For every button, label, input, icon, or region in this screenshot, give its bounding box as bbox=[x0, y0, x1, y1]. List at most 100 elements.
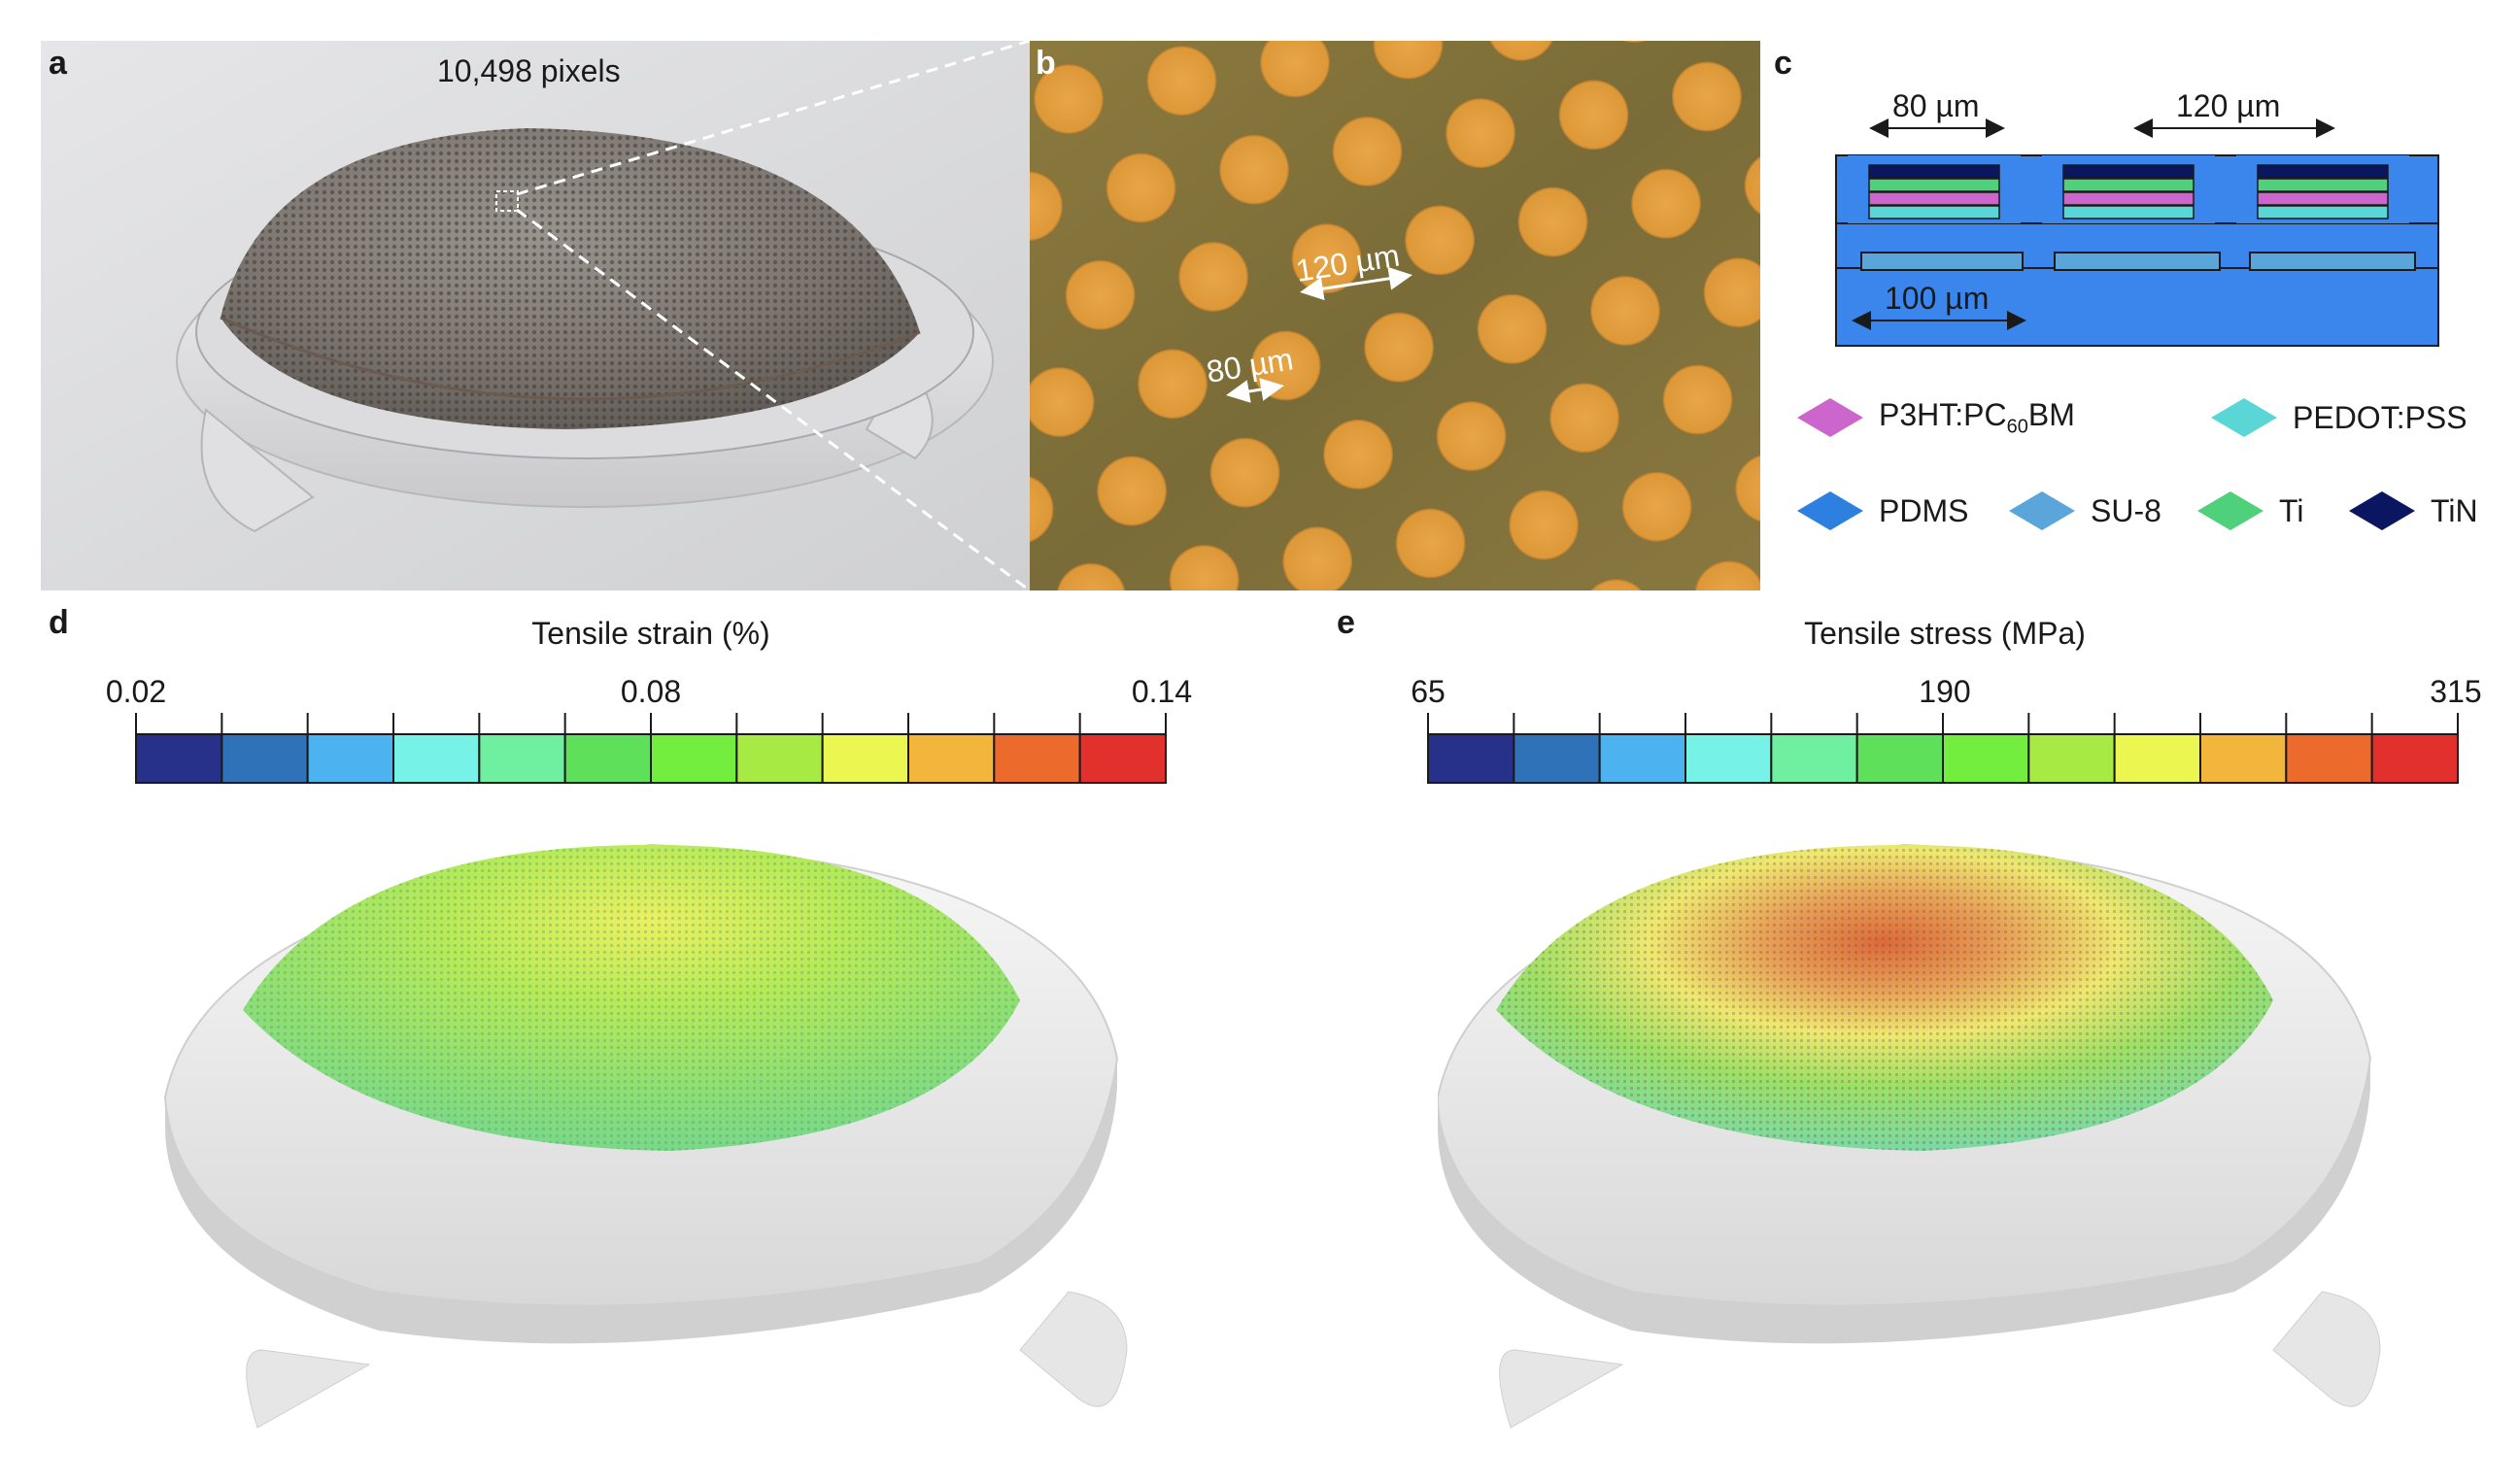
strain-tick-min: 0.02 bbox=[105, 674, 167, 709]
colorbar-segment bbox=[1427, 733, 1515, 784]
strain-colorbar bbox=[135, 713, 1168, 784]
stack-layer bbox=[1868, 205, 2000, 219]
pixel-dot bbox=[1703, 257, 1774, 328]
pixel-dot bbox=[1332, 116, 1403, 186]
stress-colorbar-title: Tensile stress (MPa) bbox=[1804, 616, 2086, 651]
pixel-dot bbox=[1259, 27, 1330, 98]
dim-80um: 80 µm bbox=[1892, 88, 1980, 123]
swatch-pedot bbox=[2211, 398, 2277, 437]
legend-label-pdms: PDMS bbox=[1879, 492, 1969, 528]
swatch-pdms bbox=[1797, 491, 1863, 530]
stack-layer bbox=[2062, 205, 2195, 219]
pixel-dot bbox=[1509, 489, 1580, 560]
colorbar-segment bbox=[1513, 733, 1601, 784]
legend-label-ti: Ti bbox=[2279, 492, 2304, 528]
pixel-dot bbox=[1024, 367, 1095, 438]
colorbar-segment bbox=[2027, 733, 2116, 784]
pixel-dot bbox=[1323, 419, 1394, 489]
legend-label-pedot: PEDOT:PSS bbox=[2293, 399, 2467, 435]
colorbar-segment bbox=[478, 733, 566, 784]
pixel-dot bbox=[1364, 312, 1435, 383]
legend-item-su8: SU-8 bbox=[2007, 489, 2161, 532]
colorbar-segment bbox=[1942, 733, 2030, 784]
pixel-dot bbox=[1436, 401, 1507, 472]
colorbar-segment bbox=[2370, 733, 2460, 784]
pixel-dot bbox=[1671, 61, 1742, 132]
stress-tick-mid: 190 bbox=[1919, 674, 1971, 709]
pixel-dot bbox=[1517, 186, 1588, 257]
stack-layer bbox=[2257, 205, 2389, 219]
stress-dome-render bbox=[1438, 843, 2381, 1429]
stack-layer bbox=[2062, 191, 2195, 206]
pixel-dot bbox=[1477, 293, 1548, 364]
colorbar-segment bbox=[907, 733, 996, 784]
colorbar-segment bbox=[221, 733, 309, 784]
dome-photo bbox=[41, 41, 1030, 590]
pixel-dot bbox=[1395, 508, 1466, 579]
pixel-dot bbox=[1558, 80, 1629, 151]
panel-letter-d: d bbox=[49, 604, 69, 641]
legend-label-tin: TiN bbox=[2431, 492, 2478, 528]
pixel-dot bbox=[1178, 241, 1249, 312]
pixel-dot bbox=[1138, 349, 1208, 420]
strain-tick-max: 0.14 bbox=[1131, 674, 1193, 709]
colorbar-segment bbox=[2199, 733, 2288, 784]
pixel-dot bbox=[1662, 364, 1733, 435]
colorbar-segment bbox=[993, 733, 1081, 784]
stress-colorbar bbox=[1427, 713, 2460, 784]
stack-layer bbox=[2257, 164, 2389, 179]
stack-layer bbox=[1868, 164, 2000, 179]
swatch-p3ht bbox=[1797, 398, 1863, 437]
strain-dome-render bbox=[163, 843, 1128, 1429]
strain-tick-mid: 0.08 bbox=[620, 674, 682, 709]
stack-layer bbox=[2062, 164, 2195, 179]
pixel-dot bbox=[1146, 46, 1217, 117]
colorbar-segment bbox=[2113, 733, 2202, 784]
pixel-dot bbox=[1282, 526, 1353, 597]
stack-layer bbox=[1868, 178, 2000, 192]
colorbar-segment bbox=[1770, 733, 1858, 784]
pixel-dot bbox=[1097, 455, 1168, 526]
legend-item-tin: TiN bbox=[2347, 489, 2478, 532]
stack-layer bbox=[2062, 178, 2195, 192]
legend-item-pdms: PDMS bbox=[1795, 489, 1968, 532]
stack-layer bbox=[2257, 191, 2389, 206]
pixel-count-caption: 10,498 pixels bbox=[437, 53, 621, 88]
panel-letter-c: c bbox=[1774, 45, 1792, 82]
panel-letter-e: e bbox=[1337, 604, 1355, 641]
colorbar-segment bbox=[2285, 733, 2373, 784]
panel-letter-b: b bbox=[1036, 45, 1056, 82]
swatch-tin bbox=[2349, 491, 2415, 530]
pixel-dot bbox=[1446, 98, 1516, 169]
strain-colorbar-title: Tensile strain (%) bbox=[531, 616, 770, 651]
stress-tick-max: 315 bbox=[2430, 674, 2482, 709]
pixel-dot bbox=[1549, 383, 1620, 454]
colorbar-segment bbox=[1855, 733, 1944, 784]
colorbar-segment bbox=[563, 733, 652, 784]
colorbar-segment bbox=[1598, 733, 1687, 784]
legend-item-pedot: PEDOT:PSS bbox=[2209, 396, 2467, 439]
pixel-dot bbox=[1209, 437, 1280, 508]
pixel-dot bbox=[1405, 205, 1476, 276]
pixel-dot bbox=[1034, 64, 1104, 134]
stress-tick-min: 65 bbox=[1411, 674, 1446, 709]
panel-a bbox=[41, 41, 1030, 590]
legend-label-p3ht: P3HT:PC60BM bbox=[1879, 396, 2075, 438]
legend-item-ti: Ti bbox=[2195, 489, 2303, 532]
colorbar-segment bbox=[821, 733, 910, 784]
pixel-dot bbox=[1065, 259, 1136, 330]
panel-letter-a: a bbox=[49, 45, 67, 82]
pixel-dot bbox=[1219, 134, 1290, 205]
pixel-dot bbox=[1590, 276, 1661, 347]
pixel-dot bbox=[1106, 152, 1176, 223]
colorbar-segment bbox=[650, 733, 738, 784]
cross-section-schematic: 80 µm 120 µm 100 µm bbox=[1835, 88, 2439, 347]
stack-layer bbox=[1868, 191, 2000, 206]
stack-layer bbox=[2257, 178, 2389, 192]
pixel-dot bbox=[1631, 168, 1702, 239]
pixel-dot bbox=[1621, 471, 1692, 542]
colorbar-segment bbox=[735, 733, 824, 784]
swatch-su8 bbox=[2009, 491, 2075, 530]
swatch-ti bbox=[2197, 491, 2263, 530]
colorbar-segment bbox=[135, 733, 223, 784]
